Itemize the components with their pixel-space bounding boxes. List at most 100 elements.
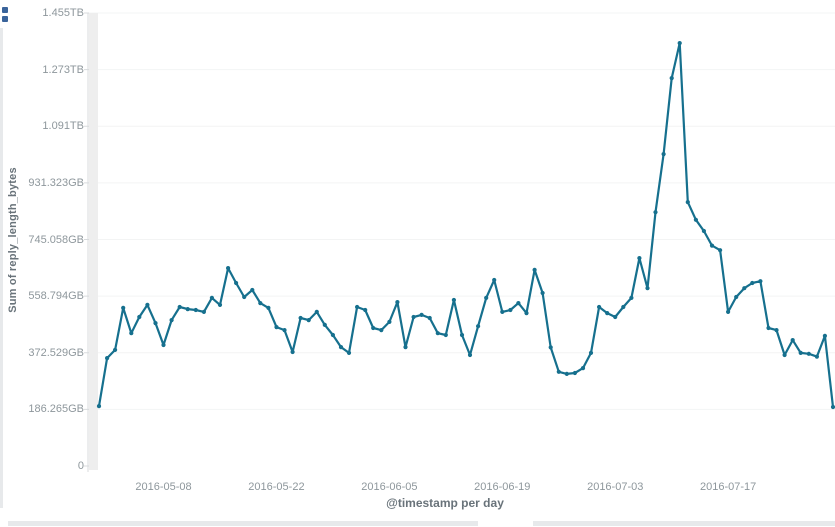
data-point[interactable] <box>806 351 811 356</box>
data-point[interactable] <box>621 304 626 310</box>
data-point[interactable] <box>266 305 271 310</box>
data-point[interactable] <box>427 315 432 321</box>
data-point[interactable] <box>379 328 384 333</box>
data-point[interactable] <box>274 325 279 330</box>
data-point[interactable] <box>484 295 489 300</box>
data-point[interactable] <box>597 304 602 310</box>
data-point[interactable] <box>718 248 723 253</box>
panel-left-border <box>0 28 3 508</box>
y-tick-label: 558.794GB <box>28 290 84 303</box>
data-point[interactable] <box>435 331 440 336</box>
data-point[interactable] <box>822 333 828 338</box>
data-point[interactable] <box>105 356 110 361</box>
data-point[interactable] <box>500 309 505 314</box>
data-point[interactable] <box>709 243 715 248</box>
data-point[interactable] <box>250 287 255 293</box>
data-point[interactable] <box>790 338 795 343</box>
data-point[interactable] <box>734 294 739 300</box>
data-point[interactable] <box>693 217 699 222</box>
data-point[interactable] <box>661 152 666 157</box>
data-point[interactable] <box>258 301 263 306</box>
data-point[interactable] <box>121 305 126 310</box>
data-point[interactable] <box>161 342 166 348</box>
data-point[interactable] <box>774 328 779 333</box>
data-point[interactable] <box>355 304 360 310</box>
data-point[interactable] <box>548 345 553 350</box>
data-point[interactable] <box>459 332 465 338</box>
data-point[interactable] <box>532 267 537 272</box>
data-point[interactable] <box>371 325 376 331</box>
data-point[interactable] <box>653 210 658 215</box>
data-point[interactable] <box>411 314 416 320</box>
data-point[interactable] <box>185 307 190 312</box>
data-point[interactable] <box>605 311 610 316</box>
data-point[interactable] <box>830 404 835 410</box>
data-point[interactable] <box>798 350 803 355</box>
data-point[interactable] <box>677 41 682 46</box>
data-point[interactable] <box>750 280 755 286</box>
data-point[interactable] <box>492 277 497 283</box>
panel-corner-icon-top[interactable] <box>2 7 8 13</box>
data-point[interactable] <box>226 266 231 271</box>
data-point[interactable] <box>201 309 206 314</box>
data-point[interactable] <box>145 302 150 307</box>
data-point[interactable] <box>508 307 513 313</box>
data-point[interactable] <box>96 404 102 409</box>
data-point[interactable] <box>419 312 424 317</box>
data-point[interactable] <box>298 315 303 321</box>
x-tick-label: 2016-07-03 <box>587 481 644 493</box>
data-point[interactable] <box>387 319 392 324</box>
data-point[interactable] <box>209 295 214 300</box>
panel-corner-icon-bottom[interactable] <box>2 16 8 22</box>
data-point[interactable] <box>169 318 174 323</box>
data-point[interactable] <box>129 331 134 336</box>
data-point[interactable] <box>177 304 182 310</box>
data-point[interactable] <box>306 318 311 323</box>
data-point[interactable] <box>363 307 368 313</box>
data-point[interactable] <box>766 325 771 331</box>
data-point[interactable] <box>758 279 763 284</box>
data-point[interactable] <box>637 256 642 261</box>
data-point[interactable] <box>588 350 594 355</box>
data-point[interactable] <box>564 371 569 376</box>
data-point[interactable] <box>540 290 545 296</box>
y-tick-label: 1.273TB <box>42 63 84 76</box>
data-point[interactable] <box>645 286 650 291</box>
data-point[interactable] <box>613 314 618 320</box>
data-point[interactable] <box>451 297 456 303</box>
data-point[interactable] <box>742 286 747 291</box>
data-point[interactable] <box>137 314 142 320</box>
data-point[interactable] <box>556 369 561 374</box>
data-point[interactable] <box>242 294 247 300</box>
data-point[interactable] <box>701 228 707 234</box>
data-point[interactable] <box>322 322 327 327</box>
data-point[interactable] <box>217 302 223 307</box>
data-point[interactable] <box>782 352 787 358</box>
data-point[interactable] <box>814 354 820 359</box>
data-point[interactable] <box>395 300 400 305</box>
data-point[interactable] <box>669 76 674 81</box>
data-point[interactable] <box>234 280 239 286</box>
data-point[interactable] <box>726 309 731 314</box>
data-point[interactable] <box>282 328 287 333</box>
data-point[interactable] <box>314 309 319 314</box>
data-point[interactable] <box>346 350 352 355</box>
data-point[interactable] <box>338 345 344 350</box>
y-tick-label: 186.265GB <box>28 403 84 416</box>
data-point[interactable] <box>476 324 481 329</box>
data-point[interactable] <box>403 345 408 350</box>
data-point[interactable] <box>516 301 521 306</box>
data-point[interactable] <box>443 332 448 338</box>
data-point[interactable] <box>113 347 118 352</box>
data-point[interactable] <box>330 332 335 338</box>
data-point[interactable] <box>290 349 295 355</box>
data-point[interactable] <box>580 366 586 371</box>
data-point[interactable] <box>467 352 473 358</box>
data-point[interactable] <box>524 311 529 316</box>
data-point[interactable] <box>153 321 158 326</box>
data-point[interactable] <box>685 200 690 205</box>
data-point[interactable] <box>193 307 198 313</box>
data-point[interactable] <box>629 295 634 300</box>
data-point[interactable] <box>572 370 578 376</box>
